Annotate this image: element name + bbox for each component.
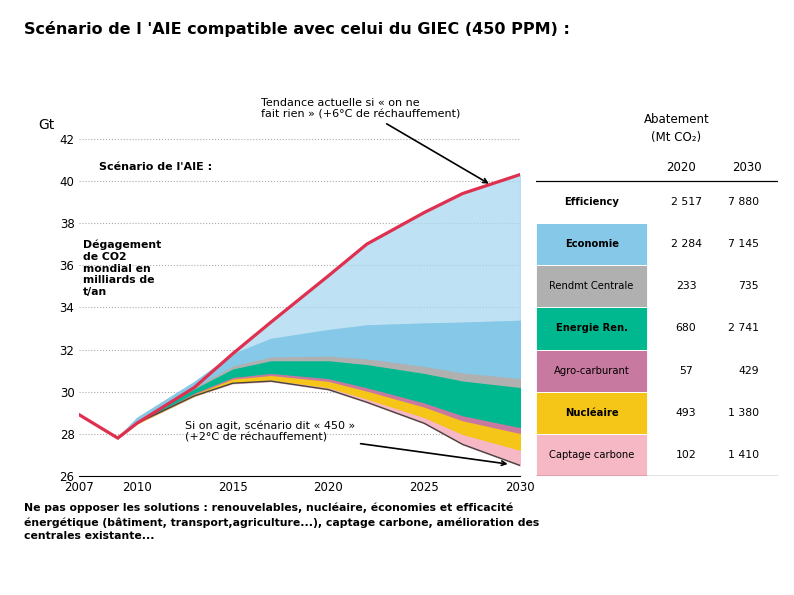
Text: 7 145: 7 145 [728, 239, 759, 249]
Text: 429: 429 [738, 365, 759, 375]
Text: Abatement: Abatement [643, 112, 709, 126]
Text: Gt: Gt [38, 118, 55, 132]
FancyBboxPatch shape [536, 223, 647, 265]
Text: 2020: 2020 [666, 161, 696, 174]
Text: Tendance actuelle si « on ne
fait rien » (+6°C de réchauffement): Tendance actuelle si « on ne fait rien »… [261, 98, 488, 183]
Text: Ne pas opposer les solutions : renouvelables, nucléaire, économies et efficacité: Ne pas opposer les solutions : renouvela… [24, 503, 539, 541]
Text: 233: 233 [676, 281, 696, 292]
Text: 7 880: 7 880 [727, 197, 759, 207]
Text: 680: 680 [676, 324, 696, 333]
FancyBboxPatch shape [536, 265, 647, 308]
Text: 2 741: 2 741 [728, 324, 759, 333]
FancyBboxPatch shape [536, 434, 647, 476]
Text: 735: 735 [738, 281, 759, 292]
Text: Dégagement
de CO2
mondial en
milliards de
t/an: Dégagement de CO2 mondial en milliards d… [83, 240, 161, 297]
Text: 1 410: 1 410 [727, 450, 759, 460]
Text: Efficiency: Efficiency [565, 197, 619, 207]
FancyBboxPatch shape [536, 392, 647, 434]
Text: 2 517: 2 517 [671, 197, 702, 207]
Text: Captage carbone: Captage carbone [549, 450, 634, 460]
FancyBboxPatch shape [536, 308, 647, 349]
Text: Scénario de l'AIE :: Scénario de l'AIE : [98, 162, 212, 173]
Text: Si on agit, scénario dit « 450 »
(+2°C de réchauffement): Si on agit, scénario dit « 450 » (+2°C d… [185, 420, 506, 465]
Text: Energie Ren.: Energie Ren. [556, 324, 627, 333]
Text: Rendmt Centrale: Rendmt Centrale [549, 281, 634, 292]
Text: 102: 102 [676, 450, 696, 460]
Text: 493: 493 [676, 408, 696, 418]
Text: Economie: Economie [565, 239, 619, 249]
FancyBboxPatch shape [536, 349, 647, 392]
Text: Scénario de l 'AIE compatible avec celui du GIEC (450 PPM) :: Scénario de l 'AIE compatible avec celui… [24, 21, 570, 37]
Text: 2 284: 2 284 [671, 239, 702, 249]
Text: 1 380: 1 380 [727, 408, 759, 418]
Text: (Mt CO₂): (Mt CO₂) [651, 131, 701, 144]
Text: Nucléaire: Nucléaire [565, 408, 619, 418]
Text: 2030: 2030 [732, 161, 761, 174]
Text: 57: 57 [679, 365, 693, 375]
Text: Agro-carburant: Agro-carburant [553, 365, 630, 375]
